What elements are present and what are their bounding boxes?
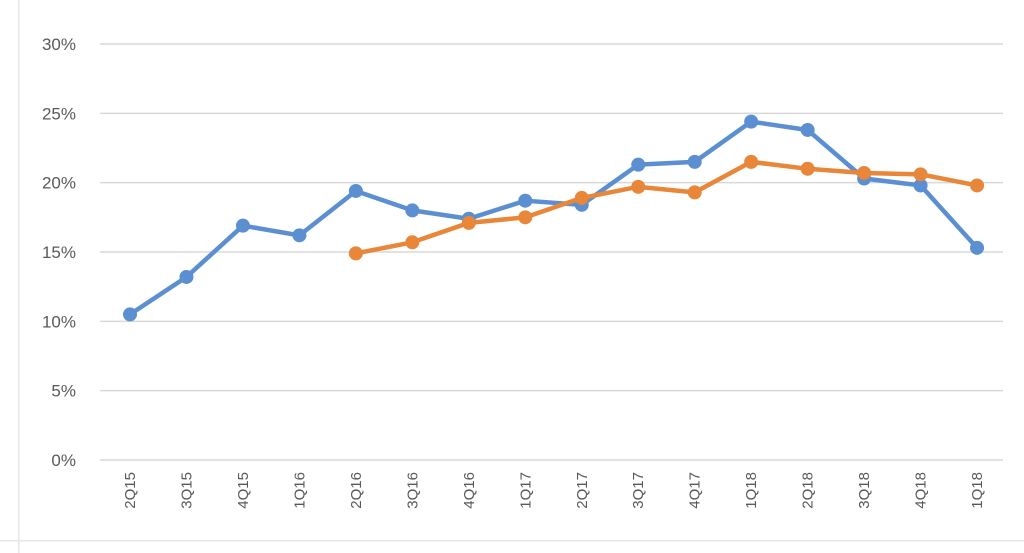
x-tick-label: 1Q18	[743, 472, 760, 509]
x-tick-label: 2Q16	[348, 472, 365, 509]
series-1	[123, 114, 985, 322]
data-point	[800, 122, 815, 137]
data-point	[744, 114, 759, 129]
data-point	[461, 215, 476, 230]
data-point	[687, 154, 702, 169]
data-point	[292, 228, 307, 243]
series-line-1	[127, 119, 980, 317]
x-tick-label: 1Q17	[517, 472, 534, 509]
data-point	[235, 218, 250, 233]
data-point	[631, 157, 646, 172]
y-tick-label: 15%	[42, 243, 76, 262]
x-tick-label: 3Q17	[630, 472, 647, 509]
data-point	[179, 269, 194, 284]
x-tick-label: 3Q15	[178, 472, 195, 509]
data-point	[687, 185, 702, 200]
data-point	[405, 235, 420, 250]
data-point	[518, 210, 533, 225]
data-point	[631, 179, 646, 194]
chart-border-bottom	[0, 540, 1024, 542]
series-line-2	[353, 159, 980, 256]
data-point	[970, 178, 985, 193]
data-point	[348, 183, 363, 198]
data-point	[518, 193, 533, 208]
x-tick-label: 4Q17	[687, 472, 704, 509]
chart-border-left	[18, 0, 20, 553]
x-tick-label: 3Q18	[856, 472, 873, 509]
data-point	[348, 246, 363, 261]
y-tick-label: 0%	[51, 451, 76, 470]
y-tick-label: 30%	[42, 35, 76, 54]
y-axis-ticks: 0% 5% 10% 15% 20% 25% 30%	[42, 35, 76, 470]
x-tick-label: 2Q15	[122, 472, 139, 509]
x-axis-ticks: 2Q15 3Q15 4Q15 1Q16 2Q16 3Q16 4Q16 1Q17 2Q17 3Q17…	[122, 472, 986, 509]
x-tick-label: 1Q18	[969, 472, 986, 509]
data-point	[123, 307, 137, 322]
y-tick-label: 10%	[42, 312, 76, 331]
gridlines	[100, 43, 1003, 461]
data-point	[574, 190, 589, 205]
data-point	[970, 240, 985, 255]
x-tick-label: 2Q17	[574, 472, 591, 509]
data-point	[800, 161, 815, 176]
x-tick-label: 4Q16	[461, 472, 478, 509]
x-tick-label: 1Q16	[291, 472, 308, 509]
series-2	[348, 154, 985, 261]
series-group	[123, 114, 985, 322]
x-tick-label: 4Q15	[235, 472, 252, 509]
data-point	[405, 203, 420, 218]
y-tick-label: 20%	[42, 174, 76, 193]
x-tick-label: 4Q18	[913, 472, 930, 509]
data-point	[744, 154, 759, 169]
data-point	[913, 167, 928, 182]
data-point	[857, 165, 872, 180]
x-tick-label: 3Q16	[404, 472, 421, 509]
y-tick-label: 25%	[42, 104, 76, 123]
data-point	[913, 178, 928, 193]
x-tick-label: 2Q18	[800, 472, 817, 509]
y-tick-label: 5%	[51, 382, 76, 401]
